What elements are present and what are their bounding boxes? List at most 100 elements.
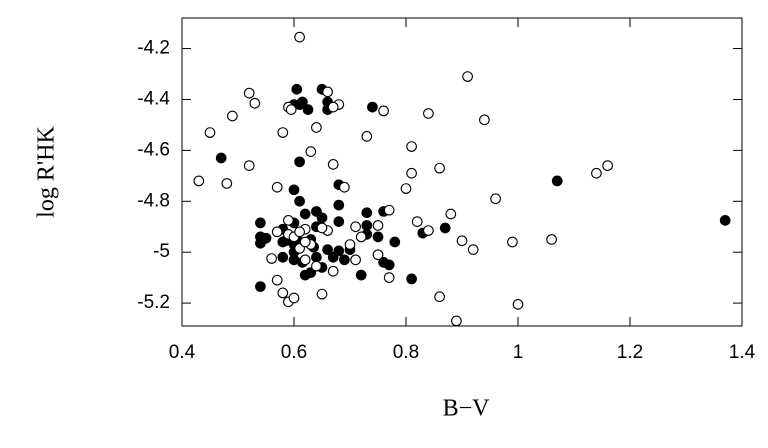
point bbox=[423, 108, 434, 119]
point bbox=[546, 234, 557, 245]
y-tick-label: -4.4 bbox=[137, 88, 170, 109]
point bbox=[243, 160, 255, 171]
point bbox=[221, 178, 233, 189]
point bbox=[311, 122, 322, 133]
point bbox=[299, 236, 311, 248]
point bbox=[271, 274, 283, 286]
y-tick-label: -4.2 bbox=[137, 38, 170, 59]
point bbox=[277, 287, 289, 299]
y-axis-title: log R'HK bbox=[34, 126, 60, 218]
point bbox=[249, 97, 261, 109]
y-tick-label: -4.6 bbox=[137, 139, 170, 160]
point bbox=[719, 215, 731, 226]
point bbox=[266, 253, 277, 264]
point bbox=[451, 315, 462, 327]
point bbox=[591, 167, 602, 179]
point bbox=[311, 260, 322, 272]
point bbox=[355, 269, 367, 281]
point bbox=[344, 239, 356, 250]
point bbox=[299, 208, 311, 220]
point bbox=[339, 181, 350, 193]
point bbox=[327, 265, 339, 277]
point bbox=[439, 222, 451, 234]
x-tick-label: 0.4 bbox=[169, 342, 196, 363]
point bbox=[383, 272, 395, 283]
point bbox=[383, 204, 395, 216]
point bbox=[400, 183, 412, 194]
point bbox=[204, 127, 216, 138]
point bbox=[467, 244, 479, 255]
point bbox=[355, 231, 367, 243]
point bbox=[311, 251, 322, 263]
y-tick-label: -5 bbox=[153, 241, 170, 262]
point bbox=[372, 220, 384, 231]
point bbox=[378, 105, 389, 117]
point bbox=[406, 141, 417, 152]
point bbox=[367, 101, 378, 113]
point bbox=[277, 127, 289, 138]
point bbox=[490, 193, 501, 205]
point bbox=[299, 254, 311, 266]
point bbox=[333, 216, 345, 227]
point bbox=[316, 212, 328, 224]
point bbox=[361, 207, 373, 219]
point bbox=[294, 226, 305, 238]
point bbox=[227, 110, 238, 122]
point bbox=[389, 236, 401, 248]
point bbox=[602, 160, 613, 171]
point bbox=[512, 299, 524, 310]
point bbox=[372, 249, 384, 261]
point bbox=[411, 216, 423, 227]
y-tick-label: -4.8 bbox=[137, 190, 170, 211]
point bbox=[372, 231, 384, 243]
point bbox=[423, 225, 434, 236]
point bbox=[277, 251, 289, 263]
x-tick-label: 1.2 bbox=[617, 342, 643, 363]
point bbox=[285, 104, 297, 115]
point bbox=[406, 273, 417, 285]
point bbox=[361, 131, 373, 142]
point bbox=[322, 86, 333, 98]
point bbox=[291, 83, 303, 95]
point bbox=[243, 87, 255, 99]
point bbox=[551, 175, 563, 187]
point bbox=[193, 175, 205, 187]
point bbox=[294, 31, 305, 43]
point bbox=[479, 114, 490, 126]
point bbox=[406, 167, 417, 179]
y-tick-label: -5.2 bbox=[137, 292, 170, 313]
point bbox=[434, 162, 445, 174]
point bbox=[277, 236, 289, 248]
point bbox=[327, 101, 339, 113]
point bbox=[215, 152, 227, 164]
point bbox=[271, 181, 283, 193]
point bbox=[255, 281, 266, 292]
point bbox=[288, 184, 300, 196]
point bbox=[294, 156, 305, 168]
point bbox=[271, 226, 283, 238]
x-tick-label: 1.4 bbox=[729, 342, 756, 363]
x-tick-label: 0.8 bbox=[393, 342, 419, 363]
point bbox=[445, 208, 457, 220]
point bbox=[316, 222, 328, 234]
x-tick-label: 1 bbox=[513, 342, 524, 363]
x-tick-label: 0.6 bbox=[281, 342, 307, 363]
point bbox=[339, 254, 350, 266]
point bbox=[507, 236, 518, 248]
point bbox=[316, 288, 328, 300]
point bbox=[294, 195, 305, 207]
point bbox=[283, 215, 294, 226]
point bbox=[383, 259, 395, 271]
point bbox=[255, 237, 266, 249]
point bbox=[299, 269, 311, 281]
point bbox=[350, 221, 361, 233]
point bbox=[322, 244, 333, 255]
point bbox=[297, 96, 308, 108]
point bbox=[333, 245, 345, 257]
point bbox=[361, 220, 373, 231]
point bbox=[255, 217, 266, 229]
point bbox=[302, 104, 314, 115]
point bbox=[333, 199, 345, 211]
